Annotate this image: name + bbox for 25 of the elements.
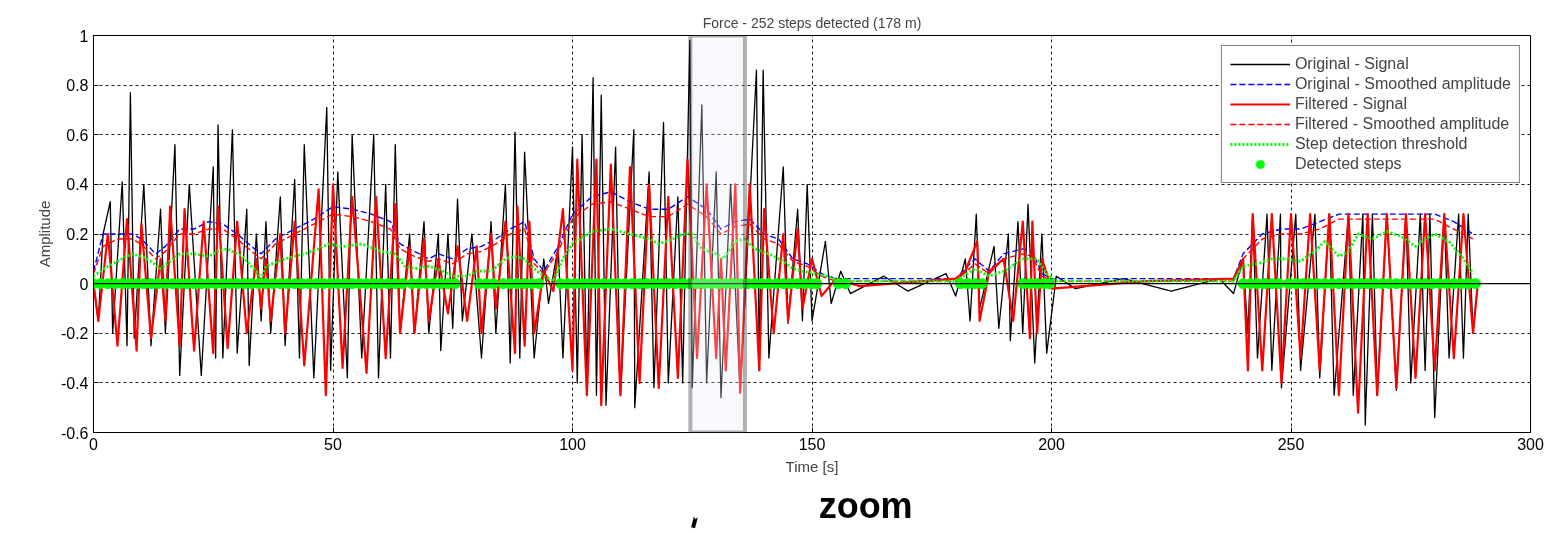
x-tick-label: 200 [1038,435,1065,453]
y-tick-label: -0.4 [60,374,89,392]
y-tick-label: -0.6 [60,424,89,442]
y-tick-label: 0 [79,275,89,293]
band-label: zoom [818,484,913,526]
chart-title: Force - 252 steps detected (178 m) [702,14,922,31]
legend-label: Filtered - Smoothed amplitude [1294,115,1510,133]
y-tick-label: 1 [79,27,89,45]
y-axis-title: Amplitude [35,200,53,268]
legend-label: Step detection threshold [1294,135,1468,153]
x-axis-title: Time [s] [785,457,839,475]
y-tick-label: 0.2 [66,226,89,243]
x-tick-label: 100 [559,435,586,453]
legend-label: Detected steps [1294,155,1402,173]
y-tick-label: 0.8 [66,77,89,95]
x-tick-label: 300 [1517,435,1544,453]
y-tick-label: -0.2 [60,325,89,343]
legend-label: Filtered - Signal [1294,95,1407,113]
legend-label: Original - Signal [1294,55,1409,73]
x-tick-label: 150 [798,435,826,453]
x-tick-label: 50 [324,435,342,453]
legend-label: Original - Smoothed amplitude [1294,75,1511,93]
y-tick-label: 0.6 [66,126,89,144]
x-tick-label: 250 [1277,435,1305,453]
y-tick-label: 0.4 [66,176,89,194]
